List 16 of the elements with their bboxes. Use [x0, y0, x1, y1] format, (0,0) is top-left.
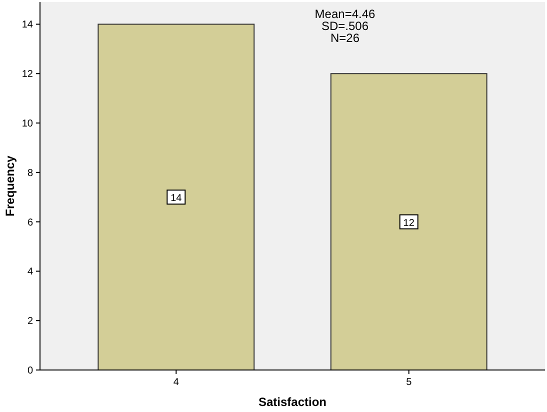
y-tick-label: 8 — [27, 168, 34, 179]
annotation: Mean=4.46 — [314, 7, 376, 21]
y-tick-label: 4 — [27, 266, 34, 278]
x-tick-label: 5 — [406, 377, 412, 388]
x-axis-title: Satisfaction — [258, 395, 327, 409]
y-tick-label: 0 — [27, 366, 34, 376]
annotation: N=26 — [330, 31, 360, 45]
annotation: SD=.506 — [321, 19, 369, 33]
y-tick-label: 10 — [22, 118, 34, 130]
y-tick-label: 6 — [27, 217, 34, 228]
y-axis-title: Frequency — [3, 155, 17, 216]
y-tick-label: 2 — [27, 316, 34, 328]
y-tick-label: 14 — [22, 20, 34, 31]
y-tick-label: 12 — [22, 69, 34, 80]
data-label: 14 — [170, 193, 182, 204]
data-label: 12 — [403, 218, 415, 229]
